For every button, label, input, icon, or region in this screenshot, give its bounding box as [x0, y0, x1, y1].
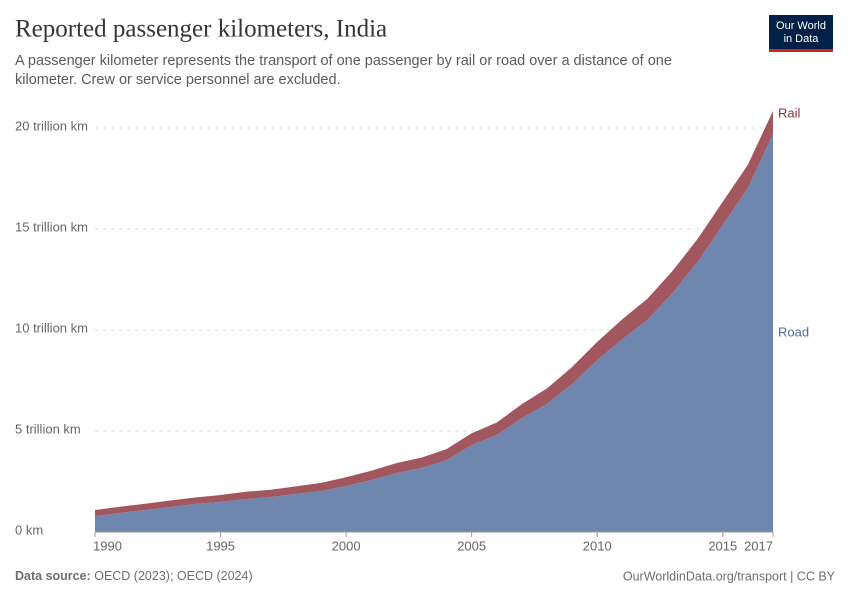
chart-title: Reported passenger kilometers, India [15, 16, 387, 43]
logo-bar [769, 49, 833, 52]
x-tick-label: 1995 [206, 538, 235, 553]
x-tick-label: 2010 [583, 538, 612, 553]
y-tick-label: 15 trillion km [15, 219, 88, 234]
logo-text: Our World [776, 20, 826, 32]
x-tick-label: 2005 [457, 538, 486, 553]
source: Data source: OECD (2023); OECD (2024) [15, 569, 253, 583]
subtitle: kilometer. Crew or service personnel are… [15, 72, 341, 88]
logo[interactable]: Our World in Data [769, 15, 833, 52]
footer-link[interactable]: OurWorldinData.org/transport | CC BY [623, 569, 836, 583]
logo-text: in Data [784, 33, 820, 45]
area [95, 134, 773, 532]
logo-box [769, 15, 833, 51]
series-label: Road [778, 324, 809, 339]
y-tick-label: 10 trillion km [15, 320, 88, 335]
area [95, 110, 773, 517]
source-label: Data source: [15, 569, 91, 583]
x-tick-label: 1990 [93, 538, 122, 553]
y-tick-label: 20 trillion km [15, 118, 88, 133]
source-text: OECD (2023); OECD (2024) [94, 569, 252, 583]
subtitle: A passenger kilometer represents the tra… [15, 53, 672, 69]
x-tick-label: 2017 [744, 538, 773, 553]
series-label: Rail [778, 105, 801, 120]
x-tick-label: 2015 [708, 538, 737, 553]
y-tick-label: 0 km [15, 522, 43, 537]
y-tick-label: 5 trillion km [15, 421, 81, 436]
x-tick-label: 2000 [332, 538, 361, 553]
